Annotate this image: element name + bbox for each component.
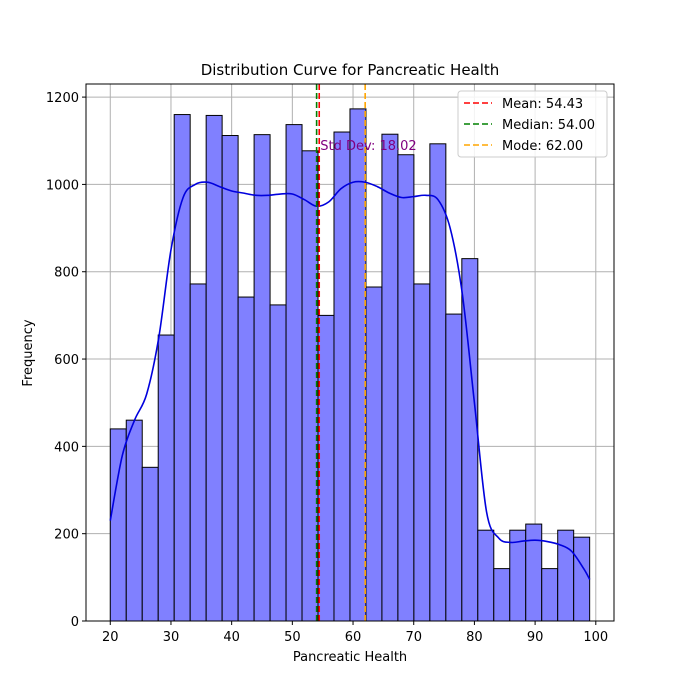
y-tick-label-3: 600 (54, 353, 79, 368)
y-tick-label-1: 200 (54, 528, 79, 543)
histogram-bar-8 (237, 296, 255, 622)
x-tick-label-2: 40 (223, 630, 240, 645)
legend-label-0: Mean: 54.43 (502, 97, 583, 112)
y-tick-label-2: 400 (54, 440, 79, 455)
y-axis-label: Frequency (21, 319, 36, 386)
legend: Mean: 54.43 Median: 54.00 Mode: 62.00 (457, 90, 608, 158)
histogram-bar-0 (109, 428, 127, 622)
y-tick-label-5: 1000 (46, 178, 79, 193)
y-tick-label-0: 0 (71, 615, 79, 630)
histogram-bar-24 (493, 568, 511, 622)
histogram-bar-5 (189, 283, 207, 622)
histogram-bar-27 (541, 568, 559, 622)
histogram-bar-9 (253, 134, 271, 622)
histogram-bar-29 (573, 536, 591, 622)
legend-label-2: Mode: 62.00 (502, 139, 583, 154)
histogram-bar-12 (301, 150, 319, 622)
histogram-bar-2 (141, 466, 159, 622)
histogram-bar-14 (333, 131, 351, 622)
std-dev-annotation: Std Dev: 18.02 (320, 139, 416, 154)
x-tick-label-5: 70 (405, 630, 422, 645)
histogram-bars (109, 108, 591, 622)
histogram-bar-10 (269, 304, 287, 622)
histogram-bar-26 (525, 523, 543, 622)
histogram-bar-7 (221, 135, 239, 622)
x-tick-label-4: 60 (345, 630, 362, 645)
x-tick-label-0: 20 (102, 630, 119, 645)
histogram-bar-1 (125, 419, 143, 622)
histogram-bar-3 (157, 334, 175, 622)
histogram-bar-19 (413, 283, 431, 622)
y-tick-label-6: 1200 (46, 91, 79, 106)
histogram-bar-4 (173, 114, 191, 622)
histogram-bar-23 (477, 529, 495, 622)
x-tick-label-8: 100 (583, 630, 608, 645)
plot-frame (85, 83, 615, 622)
histogram-bar-16 (365, 286, 383, 622)
histogram-bar-25 (509, 529, 527, 622)
y-tick-label-4: 800 (54, 266, 79, 281)
histogram-bar-28 (557, 529, 575, 622)
kde-curve-group (109, 180, 591, 580)
x-tick-label-3: 50 (284, 630, 301, 645)
histogram-bar-15 (349, 108, 367, 622)
legend-label-1: Median: 54.00 (502, 118, 595, 133)
x-tick-label-7: 90 (527, 630, 544, 645)
y-axis-ticks: 0 200 400 600 800 1000 1200 (46, 91, 86, 630)
kde-curve (109, 180, 591, 580)
x-tick-label-1: 30 (163, 630, 180, 645)
legend-box (457, 90, 608, 158)
x-tick-label-6: 80 (466, 630, 483, 645)
histogram-bar-11 (285, 124, 303, 622)
histogram-bar-17 (381, 133, 399, 622)
histogram-bar-18 (397, 154, 415, 622)
histogram-bar-13 (317, 314, 335, 622)
x-axis-label: Pancreatic Health (293, 650, 407, 665)
histogram-bar-21 (445, 313, 463, 622)
histogram-bar-6 (205, 114, 223, 622)
x-axis-ticks: 20 30 40 50 60 70 80 90 100 (102, 621, 608, 645)
histogram-bar-20 (429, 143, 447, 622)
chart-title: Distribution Curve for Pancreatic Health (201, 61, 500, 79)
